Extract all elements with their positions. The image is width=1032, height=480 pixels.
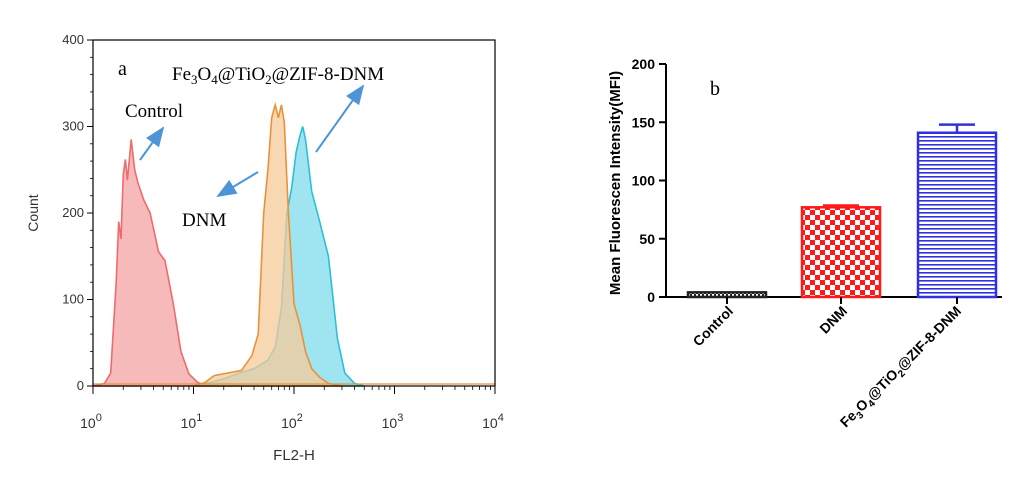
bar-0	[686, 291, 768, 299]
y-tick-label: 200	[62, 205, 84, 220]
annotation-control: Control	[125, 101, 183, 122]
y-tick-label: 100	[62, 292, 84, 307]
bar-label-dnm: DNM	[816, 303, 850, 337]
panel-b-label: b	[710, 78, 720, 100]
panel-a-y-axis-label: Count	[25, 194, 41, 231]
panel-a-histogram: 0 100 200 300 400 100 101 102 103 104 Count FL2-…	[25, 32, 504, 464]
bar-label-control: Control	[690, 303, 737, 350]
bar-label-composite: Fe3O4@TiO2@ZIF-8-DNM	[837, 303, 967, 433]
y-tick-label: 300	[62, 119, 84, 134]
x-tick-label: 100	[80, 412, 102, 431]
panel-b-bar-chart: 0 50 100 150 200 Mean Fluorescen Intensity(M…	[607, 56, 1002, 433]
histogram-series-2	[193, 101, 343, 387]
histogram-series-0	[92, 139, 255, 387]
panel-a-label: a	[118, 58, 127, 80]
annotation-composite: Fe3O4@TiO2@ZIF-8-DNM	[172, 64, 384, 87]
b-y-tick-label: 100	[632, 173, 656, 189]
panel-a-y-ticks: 0 100 200 300 400	[62, 32, 93, 393]
histogram-series-layer	[92, 101, 495, 387]
panel-b-bars	[686, 123, 998, 299]
arrow-composite	[315, 84, 365, 153]
arrow-control	[139, 126, 165, 161]
bar-2	[916, 131, 998, 299]
b-y-tick-label: 200	[632, 56, 656, 72]
panel-a-x-ticks: 100 101 102 103 104	[80, 386, 504, 431]
b-y-tick-label: 150	[632, 114, 656, 130]
y-tick-label: 400	[62, 32, 84, 47]
x-tick-label: 103	[382, 412, 404, 431]
bar-1	[800, 206, 882, 299]
panel-a-x-axis-label: FL2-H	[273, 447, 315, 464]
panel-b-y-axis-label: Mean Fluorescen Intensity(MFI)	[607, 71, 624, 295]
x-tick-label: 102	[281, 412, 303, 431]
panel-b-y-ticks: 0 50 100 150 200	[632, 56, 666, 305]
x-tick-label: 101	[181, 412, 203, 431]
b-y-tick-label: 50	[639, 231, 655, 247]
x-tick-label: 104	[482, 412, 504, 431]
arrow-dnm	[216, 171, 259, 198]
panel-b-x-ticks	[726, 297, 958, 304]
y-tick-label: 0	[77, 378, 84, 393]
annotation-dnm: DNM	[182, 210, 226, 231]
b-y-tick-label: 0	[647, 289, 655, 305]
